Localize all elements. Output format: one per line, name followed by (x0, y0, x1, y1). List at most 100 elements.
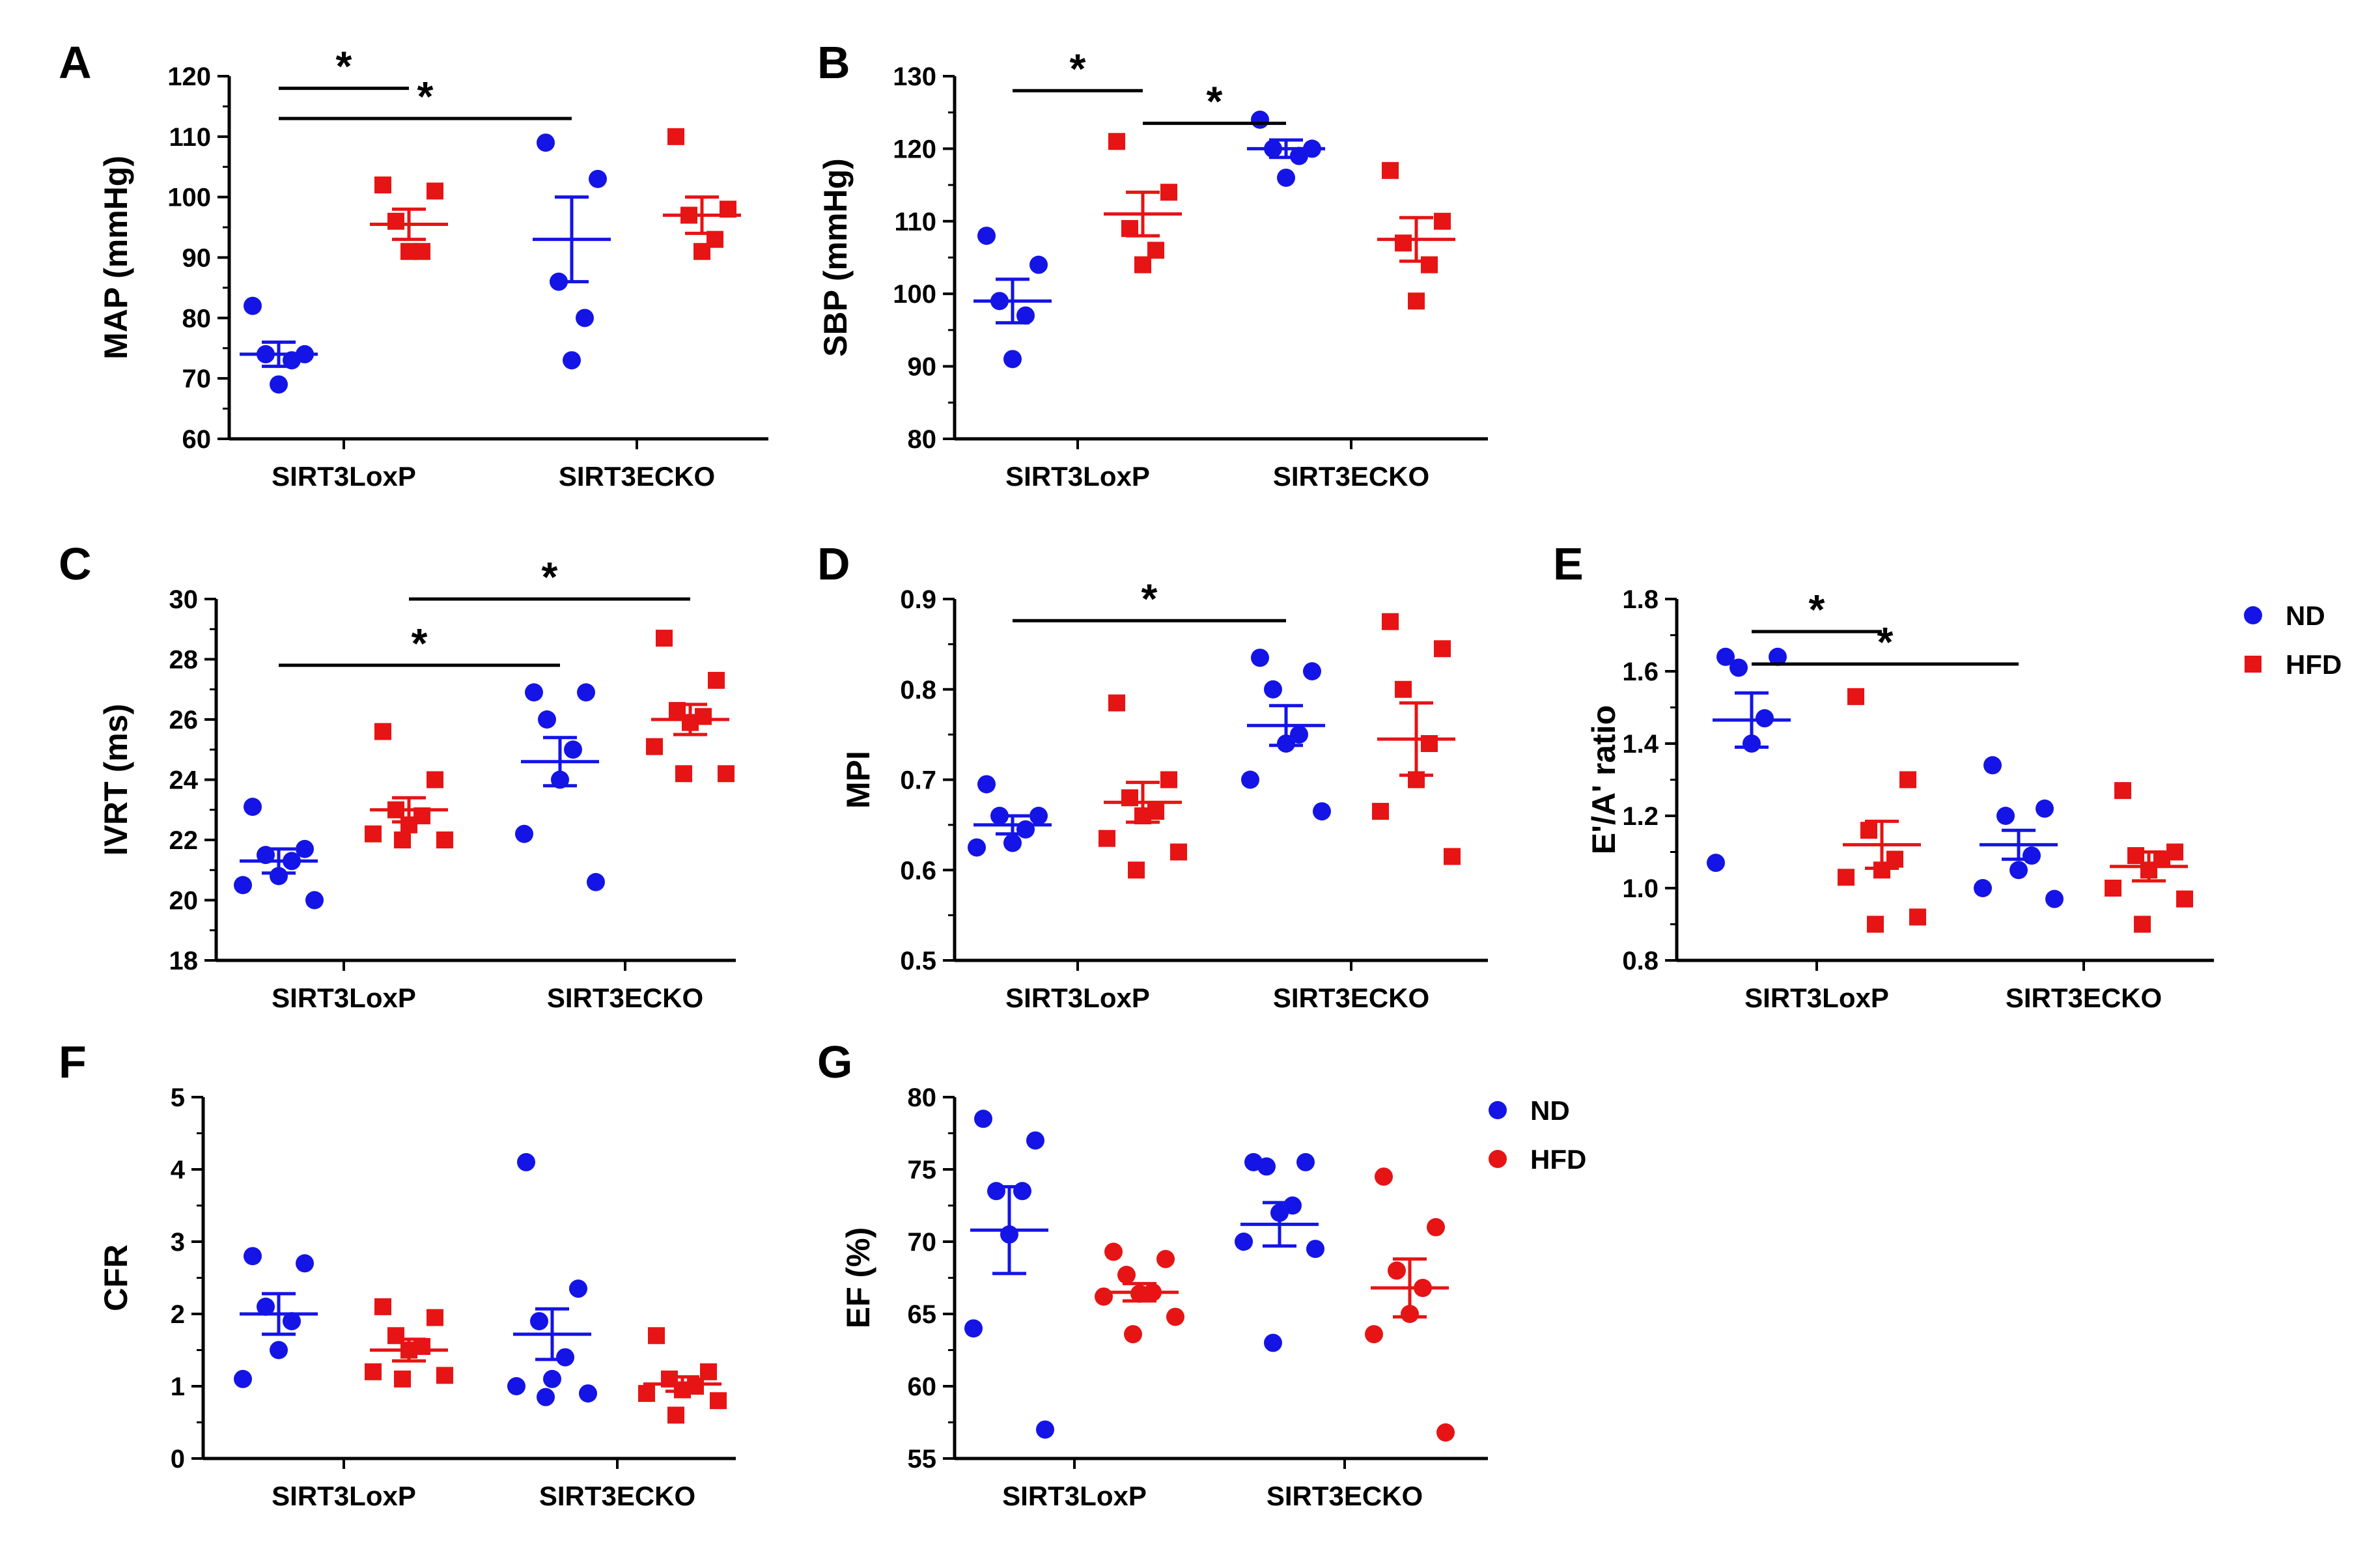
data-point (1382, 161, 1399, 179)
data-point (1290, 725, 1308, 744)
data-point (2176, 890, 2193, 908)
panel-letter: E (1553, 538, 1584, 589)
data-point (2009, 861, 2028, 880)
data-point (1434, 212, 1451, 230)
series-hfd (1099, 613, 1461, 879)
data-point (977, 775, 996, 794)
data-point (1003, 350, 1022, 369)
data-point (2023, 846, 2041, 865)
y-tick-label: 110 (169, 123, 211, 152)
series-hfd (365, 630, 735, 848)
x-category-label: SIRT3LoxP (272, 461, 416, 492)
significance-star: * (542, 553, 558, 600)
y-axis-label: E'/A' ratio (1586, 705, 1622, 854)
data-point (427, 771, 443, 788)
data-point (1251, 649, 1269, 667)
data-point (427, 1309, 443, 1326)
x-category-label: SIRT3ECKO (1273, 461, 1429, 492)
y-tick-label: 1.2 (1622, 802, 1659, 831)
data-point (693, 243, 710, 260)
data-point (968, 838, 986, 857)
y-tick-label: 26 (169, 706, 199, 734)
data-point (1264, 680, 1282, 699)
x-category-label: SIRT3LoxP (272, 1481, 416, 1511)
y-axis-label: SBP (mmHg) (817, 158, 854, 357)
panel-letter: C (59, 538, 92, 589)
data-point (667, 128, 684, 145)
data-point (365, 1363, 382, 1380)
data-point (270, 1341, 288, 1360)
data-point (1147, 242, 1164, 259)
data-point (427, 182, 443, 200)
data-point (1108, 694, 1125, 712)
data-point (1156, 1249, 1175, 1268)
y-tick-label: 5 (171, 1083, 185, 1112)
series-hfd (365, 1298, 727, 1424)
data-point (1016, 306, 1035, 325)
data-point (1729, 658, 1748, 677)
legend-label: ND (2286, 600, 2325, 631)
data-point (718, 765, 735, 783)
significance-star: * (1809, 586, 1825, 633)
data-point (710, 1392, 727, 1410)
significance-star: * (336, 43, 352, 90)
panel-e: E E'/A' ratio 0.8 1.0 1.2 1.4 1.6 1.8 SIRT3LoxP S… (1553, 538, 2342, 1013)
data-point (365, 825, 382, 843)
data-point (525, 683, 543, 702)
y-tick-label: 0.9 (900, 585, 936, 614)
data-point (1296, 1152, 1315, 1171)
data-point (1117, 1266, 1136, 1285)
series-hfd (1104, 133, 1455, 310)
y-tick-label: 24 (169, 766, 199, 795)
x-category-label: SIRT3ECKO (539, 1481, 695, 1511)
series-hfd (1095, 1167, 1455, 1442)
data-point (1003, 833, 1022, 852)
data-point (964, 1319, 983, 1338)
y-tick-label: 70 (908, 1228, 937, 1257)
x-category-label: SIRT3ECKO (1267, 1481, 1423, 1511)
y-tick-label: 0.7 (900, 766, 936, 795)
data-point (2134, 915, 2151, 933)
data-point (1716, 647, 1735, 666)
data-point (556, 1348, 574, 1367)
y-axis-label: CFR (98, 1244, 134, 1311)
data-point (700, 1363, 717, 1380)
data-point (2114, 782, 2131, 800)
panel-c: C IVRT (ms) 18 20 22 24 26 28 30 SIRT3LoxP SIRT3EC… (59, 538, 736, 1013)
data-point (1847, 688, 1864, 705)
data-point (374, 723, 391, 740)
series-nd (240, 133, 611, 394)
data-point (1838, 869, 1855, 886)
data-point (543, 1369, 561, 1388)
data-point (1104, 1242, 1123, 1261)
data-point (646, 738, 663, 755)
data-point (589, 169, 607, 188)
panel-letter: D (817, 538, 850, 589)
data-point (587, 872, 605, 891)
data-point (1860, 822, 1877, 839)
data-point (234, 876, 252, 895)
data-point (517, 1152, 535, 1171)
data-point (2045, 889, 2064, 908)
data-point (394, 831, 411, 848)
y-tick-label: 4 (171, 1156, 186, 1184)
x-category-label: SIRT3LoxP (1005, 983, 1150, 1013)
significance-star: * (412, 620, 428, 667)
legend-label: HFD (2286, 649, 2342, 680)
x-category-label: SIRT3ECKO (559, 461, 715, 492)
x-category-label: SIRT3ECKO (2006, 983, 2162, 1013)
data-point (1264, 1333, 1282, 1352)
data-point (400, 243, 417, 260)
legend-marker (1489, 1150, 1507, 1168)
data-point (987, 1182, 1005, 1201)
data-point (1983, 756, 2002, 775)
legend-marker (2244, 606, 2262, 624)
data-point (244, 296, 262, 315)
y-tick-label: 20 (169, 887, 199, 915)
data-point (394, 1370, 411, 1388)
legend-marker (2245, 656, 2261, 673)
y-tick-label: 0.6 (900, 856, 936, 885)
data-point (577, 683, 595, 702)
data-point (675, 765, 692, 783)
